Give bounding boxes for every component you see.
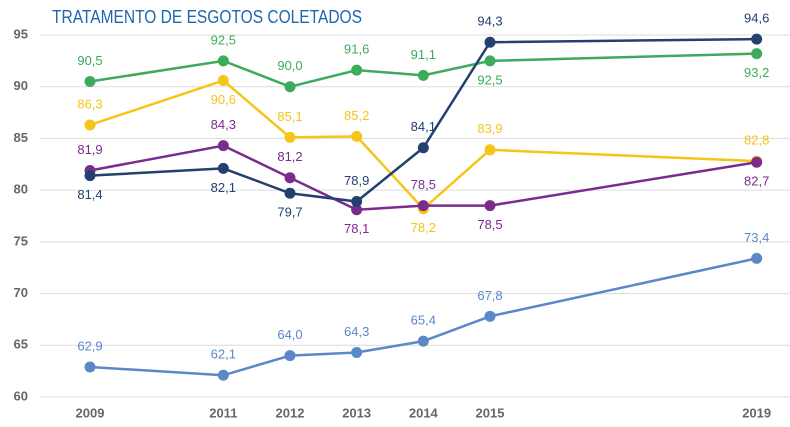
data-label: 85,2 [344,108,369,123]
data-label: 91,6 [344,42,369,57]
data-label: 62,1 [211,347,236,362]
data-label: 81,2 [277,149,302,164]
data-label: 73,4 [744,230,769,245]
data-label: 83,9 [477,121,502,136]
x-tick-label: 2013 [342,405,371,420]
data-point [751,252,763,264]
y-tick-label: 65 [14,337,28,352]
y-tick-label: 70 [14,285,28,300]
data-label: 93,2 [744,65,769,80]
data-point [217,55,229,67]
data-label: 78,5 [477,217,502,232]
data-label: 94,6 [744,11,769,26]
data-label: 84,1 [411,119,436,134]
data-point [217,369,229,381]
data-label: 84,3 [211,117,236,132]
data-label: 64,0 [277,327,302,342]
data-label: 81,9 [77,142,102,157]
data-point [351,204,363,216]
data-point [284,131,296,143]
data-label: 78,9 [344,173,369,188]
data-point [417,69,429,81]
data-label: 78,1 [344,221,369,236]
data-label: 82,8 [744,133,769,148]
data-label: 92,5 [477,72,502,87]
data-label: 81,4 [77,187,102,202]
data-point [417,200,429,212]
data-label: 92,5 [211,32,236,47]
x-tick-label: 2014 [409,405,439,420]
data-point [417,142,429,154]
y-tick-label: 85 [14,130,28,145]
y-tick-label: 90 [14,78,28,93]
data-point [417,335,429,347]
data-point [751,156,763,168]
data-point [284,172,296,184]
data-label: 62,9 [77,338,102,353]
data-label: 79,7 [277,205,302,220]
data-label: 65,4 [411,313,436,328]
data-label: 82,1 [211,180,236,195]
data-point [351,130,363,142]
data-point [484,200,496,212]
data-point [484,36,496,48]
data-point [84,119,96,131]
data-label: 78,2 [411,220,436,235]
data-point [351,347,363,359]
data-label: 91,1 [411,47,436,62]
data-label: 90,5 [77,53,102,68]
x-tick-label: 2015 [476,405,505,420]
data-point [217,140,229,152]
data-point [84,361,96,373]
data-point [284,81,296,93]
chart-title: TRATAMENTO DE ESGOTOS COLETADOS [52,7,362,27]
data-label: 94,3 [477,14,502,29]
data-point [217,75,229,87]
data-point [351,196,363,208]
x-tick-label: 2019 [742,405,771,420]
data-label: 64,3 [344,324,369,339]
data-point [751,33,763,45]
data-point [84,76,96,88]
data-point [484,55,496,67]
data-label: 90,0 [277,58,302,73]
data-point [217,162,229,174]
data-label: 78,5 [411,177,436,192]
y-tick-label: 60 [14,388,28,403]
data-point [351,64,363,76]
data-point [484,310,496,322]
y-tick-label: 80 [14,182,28,197]
data-label: 90,6 [211,92,236,107]
x-tick-label: 2011 [209,405,237,420]
y-tick-label: 95 [14,26,28,41]
y-tick-label: 75 [14,233,28,248]
data-point [84,170,96,182]
x-tick-label: 2009 [76,405,105,420]
data-label: 67,8 [477,288,502,303]
data-label: 85,1 [277,109,302,124]
data-label: 82,7 [744,174,769,189]
data-point [284,350,296,362]
data-point [284,187,296,199]
x-tick-label: 2012 [276,405,305,420]
data-point [751,48,763,60]
data-label: 86,3 [77,96,102,111]
data-point [484,144,496,156]
